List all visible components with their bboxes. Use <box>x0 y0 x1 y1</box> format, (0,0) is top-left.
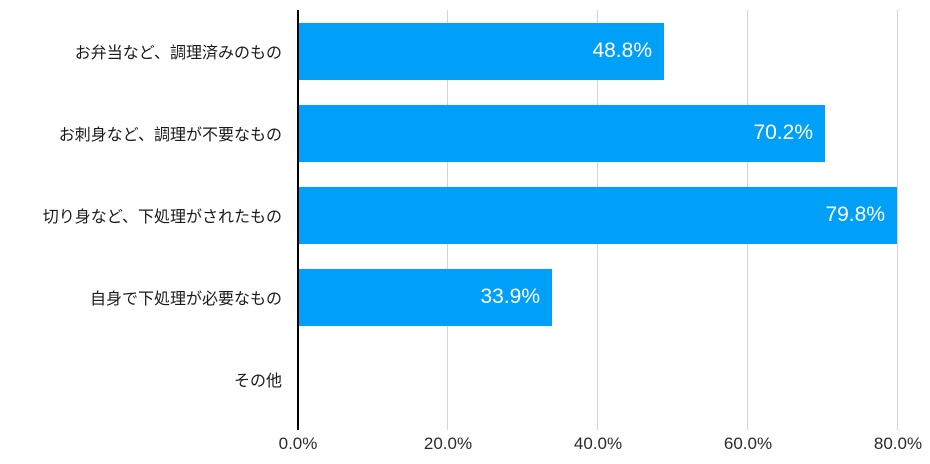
x-tick-label: 40.0% <box>573 434 623 453</box>
x-tick-label: 60.0% <box>723 434 773 453</box>
category-label: 切り身など、下処理がされたもの <box>42 209 282 226</box>
bar: 79.8% <box>298 186 897 244</box>
x-tick-label: 0.0% <box>278 434 318 453</box>
bar: 33.9% <box>298 268 552 326</box>
category-label: 自身で下処理が必要なもの <box>89 291 282 308</box>
x-tick-label: 20.0% <box>423 434 473 453</box>
bar-value-label: 33.9% <box>480 285 540 308</box>
bar-value-label: 79.8% <box>825 203 885 226</box>
bar-value-label: 48.8% <box>592 39 652 62</box>
bar: 48.8% <box>298 22 664 80</box>
x-tick-label: 80.0% <box>873 434 923 453</box>
gridline-80 <box>897 10 898 430</box>
y-axis-line <box>297 10 299 430</box>
bar-value-label: 70.2% <box>753 121 813 144</box>
bar: 70.2% <box>298 104 825 162</box>
category-label: お刺身など、調理が不要なもの <box>58 127 282 144</box>
category-label: お弁当など、調理済みのもの <box>74 45 282 62</box>
category-label: その他 <box>233 373 282 390</box>
